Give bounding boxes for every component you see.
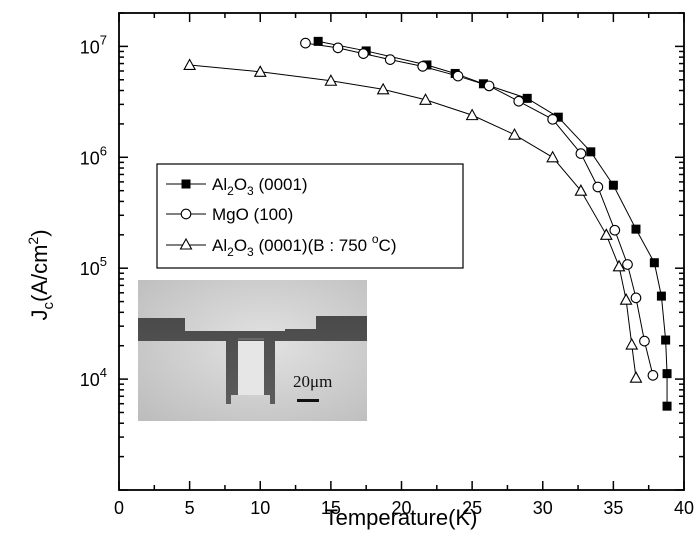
- data-series: [183, 36, 672, 411]
- x-tick-label: 10: [250, 498, 270, 518]
- legend: Al2O3 (0001) MgO (100) Al2O3 (0001)(B : …: [156, 163, 464, 269]
- data-point: [662, 401, 672, 411]
- legend-box: [156, 163, 464, 269]
- data-point: [522, 93, 532, 103]
- data-point: [649, 258, 659, 268]
- series-1: [300, 37, 659, 381]
- data-point: [592, 181, 604, 193]
- data-point: [630, 292, 642, 304]
- data-point: [629, 371, 643, 383]
- data-point: [376, 82, 390, 95]
- data-point: [324, 74, 338, 86]
- inset-bridge-gap: [238, 341, 264, 395]
- x-tick-label: 30: [533, 498, 553, 518]
- data-point: [622, 259, 633, 270]
- data-point: [656, 291, 666, 301]
- y-tick-label: 104: [80, 365, 107, 390]
- data-point: [625, 337, 639, 350]
- data-point: [419, 93, 432, 105]
- series-line: [305, 42, 654, 376]
- y-tick-labels: 104 105 106 107: [80, 32, 107, 390]
- inset-scale-label: 20μm: [293, 372, 332, 391]
- data-point: [612, 259, 626, 272]
- data-point: [358, 48, 369, 59]
- data-point: [553, 112, 563, 122]
- data-point: [661, 335, 671, 345]
- data-point: [417, 61, 429, 72]
- data-point: [547, 113, 558, 125]
- data-point: [513, 95, 525, 107]
- data-point: [183, 58, 197, 71]
- legend-label-al2o3: Al2O3 (0001): [212, 175, 308, 198]
- data-point: [608, 180, 618, 190]
- x-tick-labels: 0 5 10 15 20 25 30 35 40: [114, 498, 694, 518]
- data-point: [599, 228, 613, 240]
- data-point: [574, 184, 588, 196]
- data-point: [313, 36, 323, 46]
- legend-marker-filled-square: [181, 179, 191, 189]
- data-point: [546, 150, 560, 163]
- inset-micrograph: 20μm: [138, 280, 367, 421]
- data-point: [483, 80, 495, 92]
- x-tick-label: 25: [462, 498, 482, 518]
- data-point: [631, 224, 641, 234]
- data-point: [384, 54, 396, 65]
- data-point: [452, 70, 464, 82]
- legend-item-mgo: MgO (100): [166, 205, 293, 224]
- legend-marker-open-triangle: [179, 237, 193, 250]
- data-point: [465, 108, 479, 121]
- y-tick-label: 107: [80, 32, 107, 57]
- x-tick-label: 40: [674, 498, 694, 518]
- series-line: [189, 64, 637, 378]
- x-tick-label: 0: [114, 498, 124, 518]
- data-point: [619, 293, 633, 305]
- y-tick-label: 106: [80, 143, 107, 168]
- data-point: [300, 37, 311, 49]
- series-2: [183, 58, 643, 383]
- x-tick-label: 15: [321, 498, 341, 518]
- x-tick-label: 35: [603, 498, 623, 518]
- inset-scale-bar: [297, 399, 319, 402]
- data-point: [575, 148, 587, 159]
- data-point: [508, 128, 521, 140]
- data-point: [586, 147, 596, 157]
- data-point: [332, 42, 344, 54]
- legend-label-mgo: MgO (100): [212, 205, 293, 224]
- x-axis-title: Temperature(K): [325, 505, 478, 530]
- legend-label-al2o3-b750: Al2O3 (0001)(B : 750 oC): [212, 232, 397, 259]
- x-tick-label: 20: [391, 498, 411, 518]
- legend-marker-open-circle: [180, 208, 192, 220]
- y-axis-title: Jc(A/cm2): [25, 229, 57, 320]
- data-point: [662, 369, 672, 379]
- x-tick-label: 5: [185, 498, 195, 518]
- legend-item-al2o3-b750: Al2O3 (0001)(B : 750 oC): [166, 232, 397, 259]
- y-tick-label: 105: [80, 254, 107, 279]
- legend-item-al2o3: Al2O3 (0001): [166, 175, 308, 198]
- data-point: [609, 224, 621, 236]
- data-point: [253, 65, 267, 77]
- inset-pattern: [138, 316, 367, 404]
- data-point: [639, 335, 650, 347]
- data-point: [647, 370, 659, 381]
- axis-ticks: [118, 12, 685, 491]
